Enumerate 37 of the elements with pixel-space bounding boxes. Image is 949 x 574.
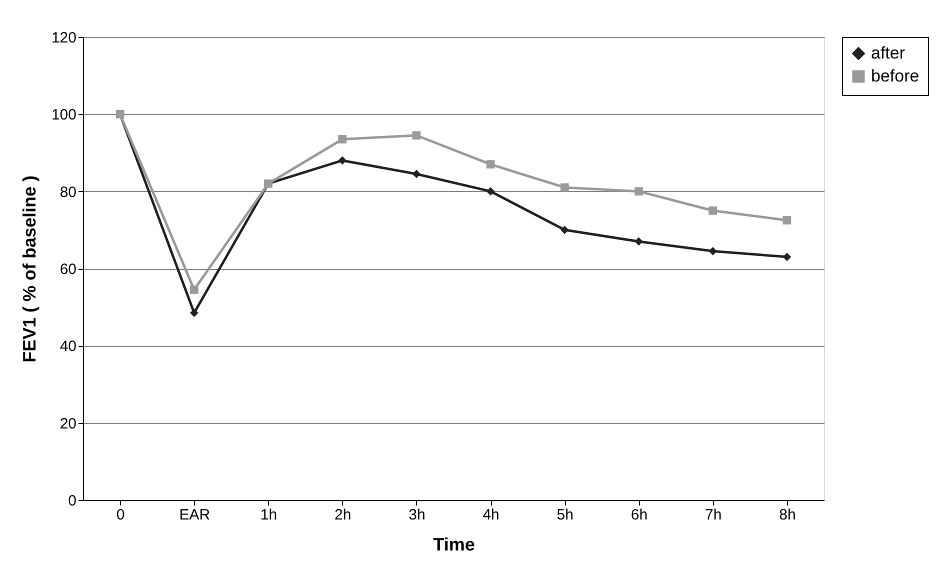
legend-label: before	[871, 66, 920, 86]
x-tick-label: 7h	[705, 506, 722, 524]
legend-label: after	[871, 44, 906, 62]
point	[560, 183, 569, 192]
y-tick-label: 120	[51, 30, 76, 46]
y-tick-label: 0	[68, 492, 76, 510]
y-tick-label: 20	[60, 415, 76, 432]
y-tick-label: 60	[60, 261, 76, 278]
point	[338, 156, 347, 165]
point	[708, 246, 718, 256]
point	[708, 206, 718, 215]
x-tick-label: 0	[116, 506, 125, 524]
point	[486, 187, 495, 196]
point	[634, 237, 643, 246]
x-tick-label: 3h	[408, 506, 426, 524]
point	[782, 216, 792, 224]
y-axis-title: FEV1 ( % of baseline )	[19, 175, 40, 363]
y-tick-label: 80	[60, 184, 76, 201]
point	[190, 308, 198, 318]
point	[486, 160, 495, 169]
point	[412, 170, 421, 178]
point	[412, 131, 421, 140]
y-tick-label: 100	[51, 106, 76, 124]
x-tick-label: 2h	[334, 506, 352, 524]
x-axis-title: Time	[433, 534, 475, 554]
x-tick-label: EAR	[179, 506, 210, 524]
point	[634, 187, 643, 196]
x-tick-label: 8h	[779, 506, 796, 524]
x-tick-label: 6h	[630, 506, 648, 524]
point	[338, 135, 347, 144]
y-tick-label: 40	[60, 338, 76, 356]
x-tick-label: 5h	[556, 506, 574, 524]
point	[560, 226, 569, 234]
x-tick-label: 1h	[260, 506, 278, 524]
point	[782, 252, 792, 262]
x-tick-label: 4h	[482, 506, 500, 524]
point	[190, 286, 198, 294]
